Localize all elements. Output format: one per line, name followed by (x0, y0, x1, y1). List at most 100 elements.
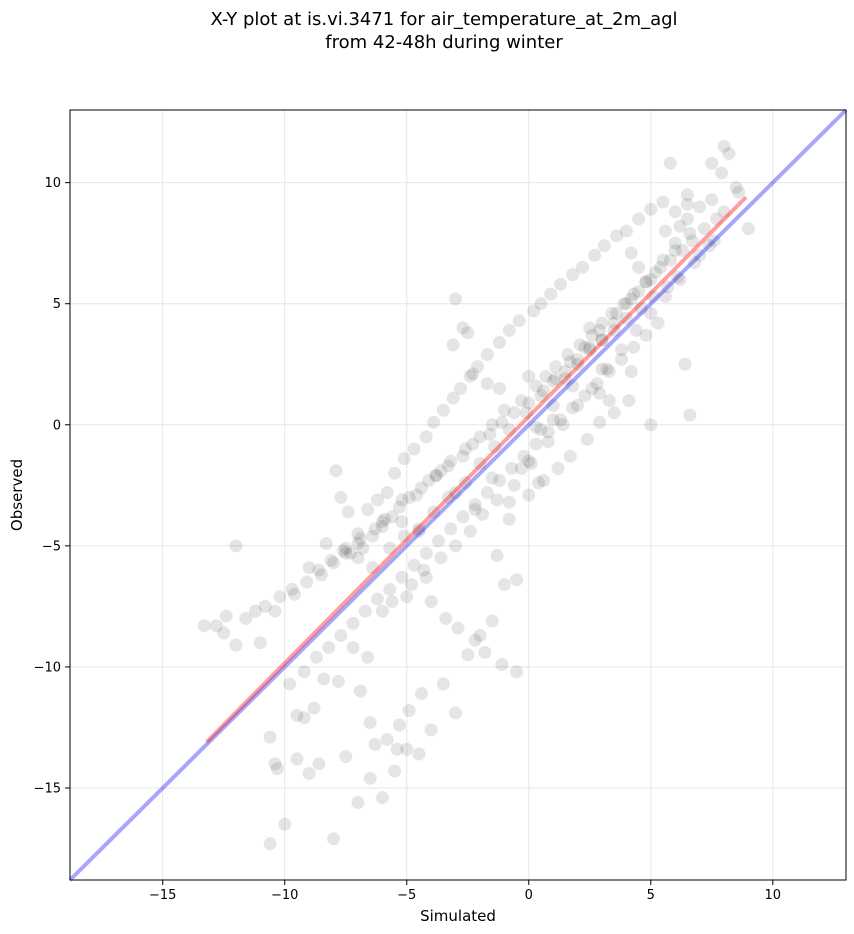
data-point-284 (312, 563, 326, 577)
x-tick-label-1: −10 (271, 888, 298, 903)
data-point-157 (480, 348, 494, 362)
data-point-191 (529, 379, 543, 393)
data-point-13 (351, 796, 365, 810)
data-point-0 (197, 619, 211, 633)
data-point-187 (473, 430, 487, 444)
data-point-281 (273, 590, 287, 604)
data-point-286 (339, 541, 353, 555)
data-point-194 (561, 348, 575, 362)
data-point-273 (610, 306, 624, 320)
data-point-89 (385, 595, 399, 609)
data-point-248 (536, 473, 550, 487)
data-point-136 (390, 742, 404, 756)
data-point-79 (263, 730, 277, 744)
data-point-110 (688, 256, 702, 270)
data-point-276 (654, 260, 668, 274)
data-point-35 (619, 297, 633, 311)
data-point-146 (380, 486, 394, 500)
data-point-65 (449, 486, 463, 500)
data-point-123 (593, 386, 607, 400)
data-point-206 (697, 222, 711, 236)
data-point-296 (466, 437, 480, 451)
x-tick-label-0: −15 (149, 888, 176, 903)
data-point-247 (522, 488, 536, 502)
x-tick-label-4: 5 (647, 888, 655, 903)
data-point-282 (285, 582, 299, 596)
x-tick-label-2: −5 (397, 888, 416, 903)
data-point-18 (412, 747, 426, 761)
grid (70, 110, 846, 880)
data-point-21 (449, 706, 463, 720)
data-point-129 (717, 205, 731, 219)
data-point-311 (661, 280, 675, 294)
plot-area (70, 110, 846, 880)
data-point-164 (553, 277, 567, 291)
data-point-142 (341, 505, 355, 519)
data-point-2 (229, 638, 243, 652)
data-point-263 (458, 476, 472, 490)
data-point-56 (595, 362, 609, 376)
data-point-84 (317, 672, 331, 686)
data-point-177 (351, 536, 365, 550)
data-point-174 (314, 568, 328, 582)
data-point-111 (702, 239, 716, 253)
data-point-150 (419, 430, 433, 444)
data-point-287 (353, 532, 367, 546)
data-point-34 (607, 316, 621, 330)
y-tick-label-5: 10 (44, 176, 61, 191)
data-point-36 (632, 285, 646, 299)
data-point-241 (439, 611, 453, 625)
data-point-197 (595, 316, 609, 330)
data-point-148 (397, 452, 411, 466)
data-point-52 (678, 357, 692, 371)
x-axis-label: Simulated (420, 907, 496, 925)
data-point-42 (705, 156, 719, 170)
data-point-171 (632, 212, 646, 226)
data-point-73 (302, 561, 316, 575)
data-point-40 (680, 212, 694, 226)
fit-line (205, 195, 748, 744)
data-point-233 (590, 377, 604, 391)
data-point-92 (419, 570, 433, 584)
data-point-41 (693, 200, 707, 214)
data-point-182 (410, 488, 424, 502)
data-point-82 (297, 711, 311, 725)
data-point-85 (331, 674, 345, 688)
data-point-133 (363, 716, 377, 730)
data-point-147 (388, 466, 402, 480)
data-point-235 (614, 352, 628, 366)
data-point-216 (383, 582, 397, 596)
data-point-75 (268, 604, 282, 618)
data-point-46 (663, 156, 677, 170)
data-point-71 (339, 546, 353, 560)
data-point-106 (629, 323, 643, 337)
data-point-237 (639, 328, 653, 342)
data-point-31 (571, 357, 585, 371)
data-point-260 (412, 522, 426, 536)
data-point-25 (497, 578, 511, 592)
data-point-91 (405, 578, 419, 592)
data-point-267 (519, 406, 533, 420)
data-point-72 (319, 536, 333, 550)
data-point-271 (578, 340, 592, 354)
data-point-297 (483, 427, 497, 441)
data-point-288 (368, 522, 382, 536)
data-point-117 (480, 377, 494, 391)
data-point-299 (507, 406, 521, 420)
data-point-20 (436, 677, 450, 691)
data-point-246 (510, 665, 524, 679)
data-point-280 (258, 599, 272, 613)
data-point-196 (585, 328, 599, 342)
data-point-120 (532, 476, 546, 490)
data-point-251 (580, 432, 594, 446)
data-point-77 (229, 539, 243, 553)
data-point-37 (644, 272, 658, 286)
data-point-163 (544, 287, 558, 301)
data-point-185 (444, 454, 458, 468)
data-point-290 (392, 500, 406, 514)
data-point-211 (322, 641, 336, 655)
chart-title-line-2: from 42-48h during winter (325, 32, 563, 53)
data-point-181 (395, 493, 409, 507)
data-point-244 (478, 645, 492, 659)
data-point-143 (351, 527, 365, 541)
